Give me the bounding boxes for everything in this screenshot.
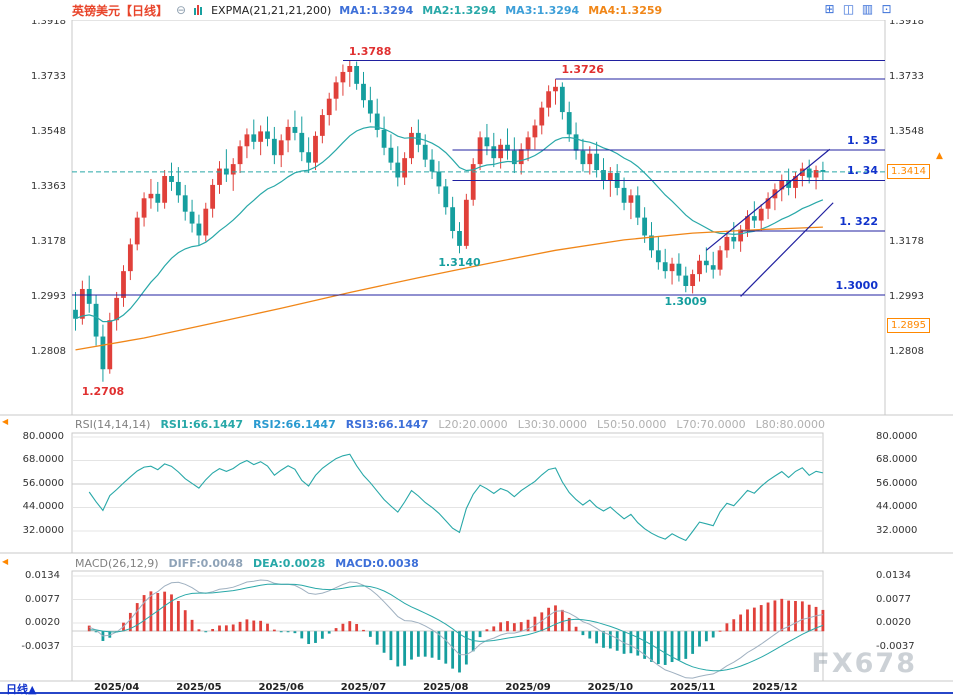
watermark: FX678 (811, 648, 917, 679)
rsi-value-label: RSI3:66.1447 (345, 417, 429, 431)
rsi-value-label: RSI1:66.1447 (160, 417, 244, 431)
collapse-circle-icon[interactable]: ⊖ (176, 3, 187, 17)
macd-collapse-arrow[interactable]: ◀ (2, 557, 9, 566)
rsi-header: RSI(14,14,14) RSI1:66.1447 RSI2:66.1447 RS… (75, 416, 825, 432)
ma-value-label: MA4:1.3259 (588, 3, 663, 17)
ma-value-label: MA1:1.3294 (339, 3, 414, 17)
rsi-levels: L20:20.0000 L30:30.0000 L50:50.0000 L70:70.… (438, 418, 825, 431)
macd-value-label: DEA:0.0028 (253, 556, 326, 570)
header-toolbar: ⊞ ◫ ▥ ⊡ (823, 3, 893, 16)
rsi-level-label: L30:30.0000 (517, 417, 588, 431)
multi-panel-icon[interactable]: ▥ (861, 2, 874, 16)
rsi-values: RSI1:66.1447 RSI2:66.1447 RSI3:66.1447 (160, 418, 428, 431)
grid-layout-icon[interactable]: ⊞ (824, 2, 835, 16)
ma-value-label: MA3:1.3294 (505, 3, 580, 17)
rsi-level-label: L80:80.0000 (755, 417, 825, 431)
fullscreen-icon[interactable]: ⊡ (881, 2, 892, 16)
ma-value-label: MA2:1.3294 (422, 3, 497, 17)
split-view-icon[interactable]: ◫ (842, 2, 855, 16)
rsi-level-label: L70:70.0000 (676, 417, 746, 431)
macd-values: DIFF:0.0048 DEA:0.0028 MACD:0.0038 (169, 557, 419, 570)
indicator-name[interactable]: EXPMA(21,21,21,200) (211, 3, 332, 17)
timeframe-text: 日线 (6, 683, 28, 696)
rsi-level-label: L20:20.0000 (438, 417, 508, 431)
main-header: 英镑美元【日线】 ⊖ EXPMA(21,21,21,200) MA1:1.329… (0, 0, 953, 20)
header-ma-list: MA1:1.3294 MA2:1.3294 MA3:1.3294 MA4:1.3259 (339, 4, 662, 17)
symbol-name: 英镑美元 (72, 3, 121, 18)
timeframe-selector[interactable]: 日线▲ (6, 681, 36, 697)
macd-value-label: MACD:0.0038 (335, 556, 419, 570)
macd-indicator-name[interactable]: MACD(26,12,9) (75, 556, 159, 570)
macd-header: MACD(26,12,9) DIFF:0.0048 DEA:0.0028 MACD:… (75, 555, 419, 571)
rsi-indicator-name[interactable]: RSI(14,14,14) (75, 417, 151, 431)
kline-mini-icon (194, 5, 203, 15)
rsi-collapse-arrow[interactable]: ◀ (2, 417, 9, 426)
rsi-value-label: RSI2:66.1447 (253, 417, 336, 431)
macd-value-label: DIFF:0.0048 (168, 556, 244, 570)
timeframe-tag: 【日线】 (120, 3, 169, 18)
symbol-title: 英镑美元【日线】 (72, 2, 168, 19)
rsi-level-label: L50:50.0000 (597, 417, 667, 431)
timeframe-arrow-icon: ▲ (28, 683, 37, 696)
